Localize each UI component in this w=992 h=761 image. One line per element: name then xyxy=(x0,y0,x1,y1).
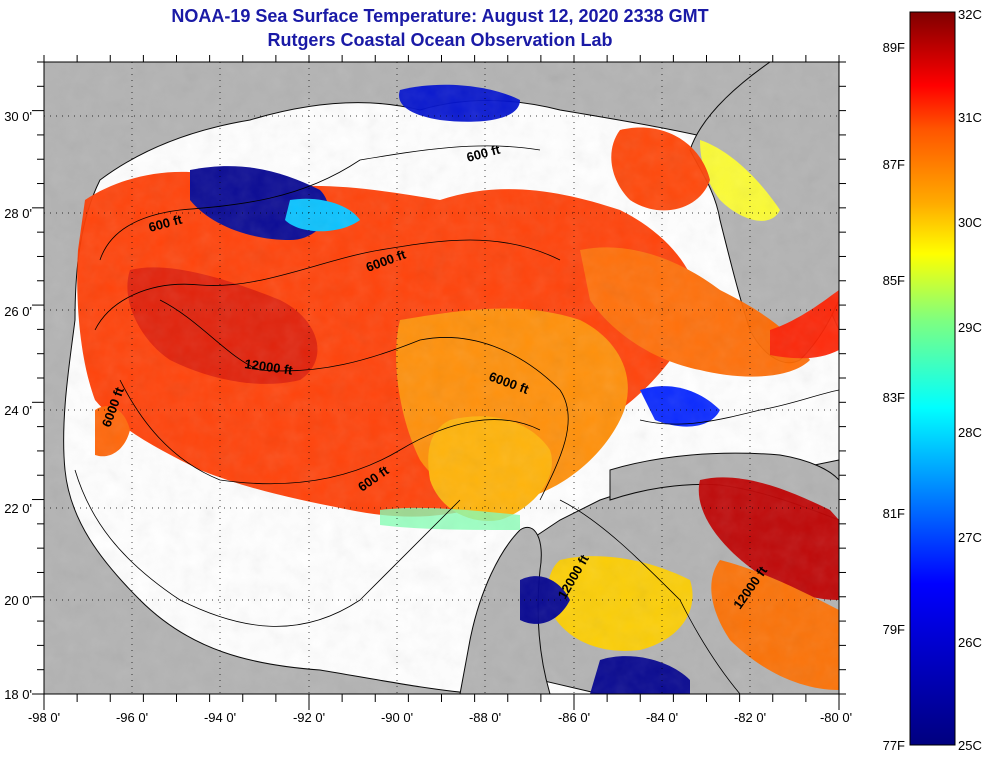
colorbar-c-label: 25C xyxy=(958,738,982,753)
colorbar-c-label: 27C xyxy=(958,530,982,545)
graticule xyxy=(44,62,839,694)
contour-label: 12000 ft xyxy=(244,356,295,378)
axis-ticks xyxy=(32,55,846,710)
colorbar-f-label: 85F xyxy=(883,273,905,288)
x-tick-label: -96 0' xyxy=(116,710,148,725)
colorbar-fahrenheit-labels: 89F 87F 85F 83F 81F 79F 77F xyxy=(883,40,905,753)
colorbar-f-label: 81F xyxy=(883,506,905,521)
y-tick-label: 18 0' xyxy=(4,687,32,702)
colorbar-c-label: 28C xyxy=(958,425,982,440)
x-axis-labels: -98 0' -96 0' -94 0' -92 0' -90 0' -88 0… xyxy=(28,710,852,725)
colorbar-c-label: 31C xyxy=(958,110,982,125)
colorbar-c-label: 29C xyxy=(958,320,982,335)
x-tick-label: -86 0' xyxy=(558,710,590,725)
y-tick-label: 24 0' xyxy=(4,403,32,418)
map-subtitle: Rutgers Coastal Ocean Observation Lab xyxy=(267,30,613,50)
x-tick-label: -98 0' xyxy=(28,710,60,725)
y-tick-label: 28 0' xyxy=(4,206,32,221)
x-tick-label: -94 0' xyxy=(204,710,236,725)
colorbar-c-label: 32C xyxy=(958,7,982,22)
bathymetry-contours xyxy=(74,145,839,694)
y-tick-label: 30 0' xyxy=(4,109,32,124)
map-title: NOAA-19 Sea Surface Temperature: August … xyxy=(171,6,709,26)
colorbar-f-label: 87F xyxy=(883,157,905,172)
x-tick-label: -90 0' xyxy=(381,710,413,725)
y-tick-label: 20 0' xyxy=(4,593,32,608)
y-axis-labels: 30 0' 28 0' 26 0' 24 0' 22 0' 20 0' 18 0… xyxy=(4,109,32,702)
x-tick-label: -88 0' xyxy=(469,710,501,725)
colorbar-f-label: 89F xyxy=(883,40,905,55)
colorbar-celsius-labels: 32C 31C 30C 29C 28C 27C 26C 25C xyxy=(958,7,982,753)
x-tick-label: -92 0' xyxy=(293,710,325,725)
colorbar-c-label: 30C xyxy=(958,215,982,230)
y-tick-label: 26 0' xyxy=(4,304,32,319)
colorbar-c-label: 26C xyxy=(958,635,982,650)
x-tick-label: -84 0' xyxy=(646,710,678,725)
colorbar-f-label: 77F xyxy=(883,738,905,753)
x-tick-label: -82 0' xyxy=(734,710,766,725)
x-tick-label: -80 0' xyxy=(820,710,852,725)
colorbar-f-label: 79F xyxy=(883,622,905,637)
y-tick-label: 22 0' xyxy=(4,501,32,516)
colorbar-f-label: 83F xyxy=(883,390,905,405)
colorbar xyxy=(909,11,956,746)
